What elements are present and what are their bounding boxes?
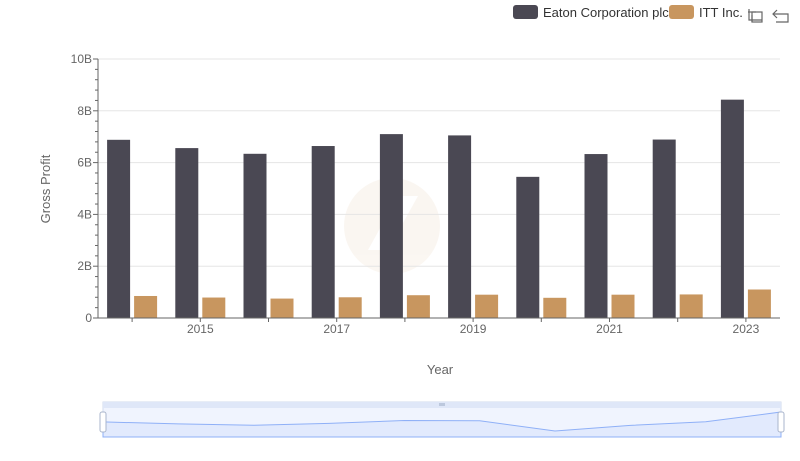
bar-series-b-2021[interactable] bbox=[611, 294, 635, 318]
bar-series-a-2020[interactable] bbox=[516, 176, 540, 318]
y-tick-label: 10B bbox=[71, 52, 92, 66]
bar-series-a-2017[interactable] bbox=[311, 146, 335, 318]
bars bbox=[107, 99, 771, 319]
bar-series-a-2016[interactable] bbox=[243, 153, 267, 318]
data-zoom-slider[interactable] bbox=[99, 401, 785, 438]
data-zoom-handle-right[interactable] bbox=[777, 411, 785, 433]
x-tick-label: 2015 bbox=[187, 322, 214, 336]
y-axis-title: Gross Profit bbox=[38, 154, 53, 223]
zoom-area-icon[interactable] bbox=[748, 9, 763, 23]
legend-item-series-a[interactable]: Eaton Corporation plc bbox=[513, 5, 669, 20]
x-tick-label: 2017 bbox=[323, 322, 350, 336]
bar-series-b-2014[interactable] bbox=[134, 295, 158, 318]
bar-series-b-2019[interactable] bbox=[475, 294, 499, 318]
y-tick-label: 4B bbox=[77, 207, 92, 221]
x-tick-label: 2023 bbox=[733, 322, 760, 336]
bar-series-a-2019[interactable] bbox=[448, 135, 472, 318]
bar-series-a-2022[interactable] bbox=[652, 139, 676, 318]
y-tick-label: 6B bbox=[77, 156, 92, 170]
bar-series-b-2020[interactable] bbox=[543, 297, 567, 318]
y-tick-label: 2B bbox=[77, 259, 92, 273]
x-tick-label: 2019 bbox=[460, 322, 487, 336]
bar-series-a-2015[interactable] bbox=[175, 148, 199, 318]
y-tick-label: 0 bbox=[85, 311, 92, 325]
legend-swatch-series-a bbox=[513, 5, 538, 19]
bar-series-a-2014[interactable] bbox=[107, 139, 131, 318]
y-axis: 0 2B 4B 6B 8B 10B bbox=[71, 52, 99, 325]
legend-label-series-a: Eaton Corporation plc bbox=[543, 5, 669, 20]
bar-series-b-2016[interactable] bbox=[270, 298, 294, 318]
legend-swatch-series-b bbox=[669, 5, 694, 19]
data-zoom-handle-left[interactable] bbox=[99, 411, 107, 433]
bar-series-a-2021[interactable] bbox=[584, 154, 608, 318]
legend[interactable]: Eaton Corporation plc ITT Inc. bbox=[513, 5, 743, 20]
y-tick-label: 8B bbox=[77, 104, 92, 118]
x-tick-label: 2021 bbox=[596, 322, 623, 336]
legend-item-series-b[interactable]: ITT Inc. bbox=[669, 5, 743, 20]
x-axis: 2015 2017 2019 2021 2023 bbox=[98, 317, 780, 336]
bar-series-b-2018[interactable] bbox=[406, 295, 430, 318]
bar-series-a-2023[interactable] bbox=[720, 99, 744, 319]
bar-series-a-2018[interactable] bbox=[379, 134, 403, 318]
bar-series-b-2022[interactable] bbox=[679, 294, 703, 318]
bar-series-b-2017[interactable] bbox=[338, 297, 362, 318]
data-zoom-grip-icon[interactable] bbox=[439, 403, 445, 406]
bar-series-b-2015[interactable] bbox=[202, 297, 226, 318]
bar-series-b-2023[interactable] bbox=[747, 289, 771, 318]
legend-label-series-b: ITT Inc. bbox=[699, 5, 743, 20]
x-axis-title: Year bbox=[427, 362, 454, 377]
restore-icon[interactable] bbox=[772, 9, 789, 23]
